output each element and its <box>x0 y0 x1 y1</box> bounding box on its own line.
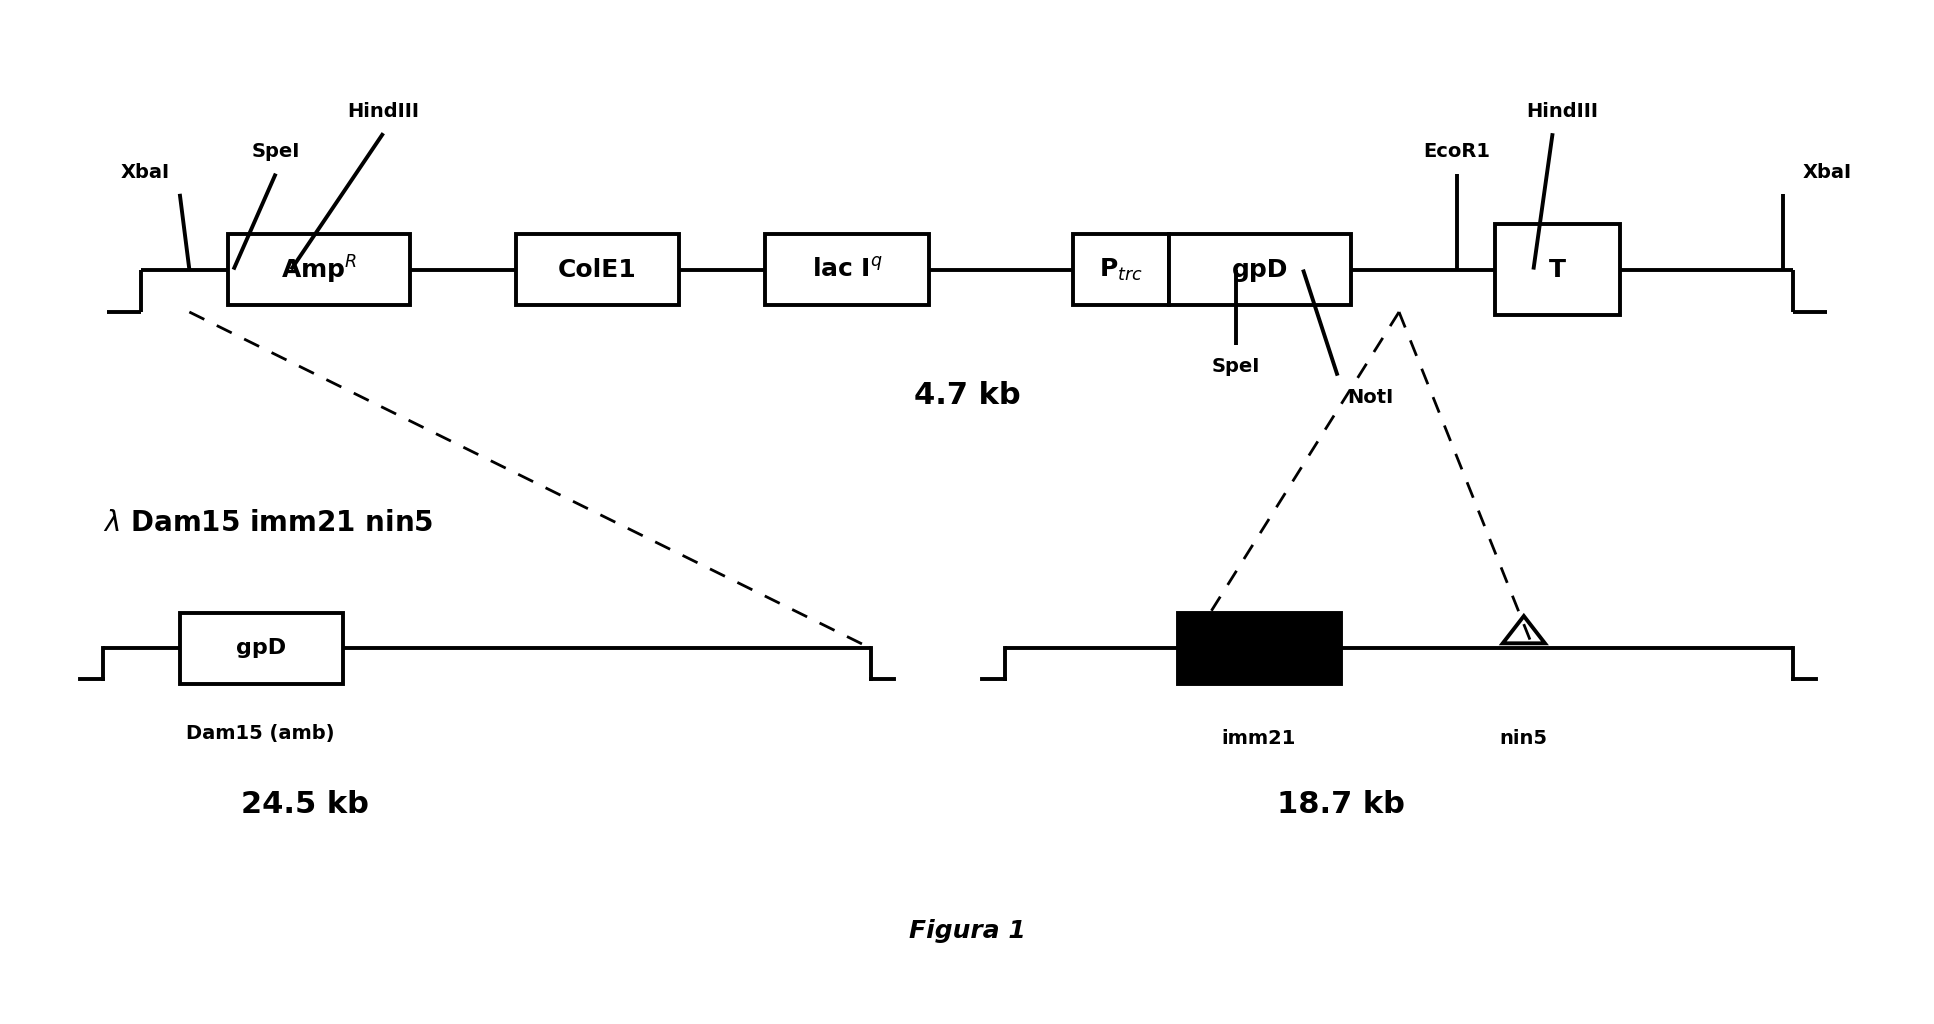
Text: EcoR1: EcoR1 <box>1423 142 1489 162</box>
Text: SpeI: SpeI <box>251 142 300 162</box>
Text: Amp$^R$: Amp$^R$ <box>280 254 358 286</box>
Text: gpD: gpD <box>1232 258 1288 282</box>
Text: P$_{trc}$: P$_{trc}$ <box>1099 256 1143 283</box>
Bar <box>1073 234 1168 305</box>
Text: HindIII: HindIII <box>1526 102 1597 121</box>
Text: $\lambda$ Dam15 imm21 nin5: $\lambda$ Dam15 imm21 nin5 <box>103 509 433 538</box>
Bar <box>228 234 410 305</box>
Text: T: T <box>1549 258 1567 282</box>
Text: XbaI: XbaI <box>1802 163 1851 181</box>
Text: ColE1: ColE1 <box>559 258 636 282</box>
Text: nin5: nin5 <box>1501 729 1547 749</box>
Text: Figura 1: Figura 1 <box>909 920 1025 943</box>
Bar <box>1495 224 1621 315</box>
Text: lac I$^q$: lac I$^q$ <box>812 258 882 282</box>
Text: gpD: gpD <box>236 638 286 658</box>
Text: imm21: imm21 <box>1222 729 1296 749</box>
Bar <box>180 613 342 684</box>
Bar <box>516 234 679 305</box>
Text: 24.5 kb: 24.5 kb <box>240 791 369 819</box>
Text: SpeI: SpeI <box>1211 357 1261 377</box>
Text: XbaI: XbaI <box>122 163 170 181</box>
Bar <box>766 234 928 305</box>
Text: 4.7 kb: 4.7 kb <box>913 381 1021 411</box>
Text: HindIII: HindIII <box>348 102 420 121</box>
Text: NotI: NotI <box>1348 388 1392 407</box>
Bar <box>1178 613 1342 684</box>
Text: 18.7 kb: 18.7 kb <box>1278 791 1406 819</box>
Text: Dam15 (amb): Dam15 (amb) <box>186 724 335 743</box>
Bar <box>1168 234 1352 305</box>
